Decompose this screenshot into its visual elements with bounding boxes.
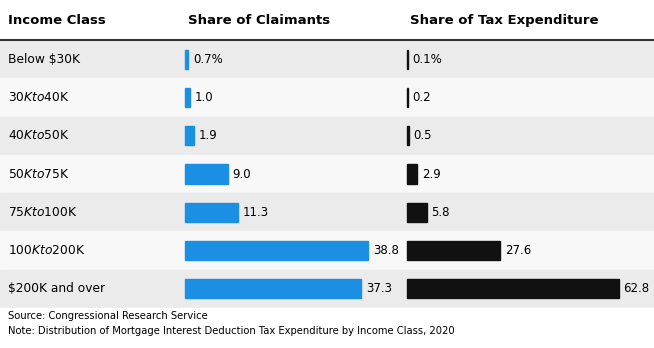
Text: 27.6: 27.6 (505, 244, 531, 257)
Text: Income Class: Income Class (8, 14, 105, 26)
Text: Below $30K: Below $30K (8, 53, 80, 66)
Text: 2.9: 2.9 (422, 167, 441, 181)
Bar (185, 49, 188, 69)
Bar (407, 88, 408, 107)
Bar (185, 279, 361, 299)
Text: 62.8: 62.8 (623, 282, 649, 295)
Bar (185, 241, 368, 260)
Bar (0, 78, 654, 117)
Bar (185, 165, 228, 184)
Text: 38.8: 38.8 (373, 244, 399, 257)
Bar (0, 193, 654, 231)
Text: 0.2: 0.2 (413, 91, 432, 104)
Bar (0, 117, 654, 155)
Text: 5.8: 5.8 (432, 206, 450, 219)
Text: 0.1%: 0.1% (413, 53, 442, 66)
Bar (185, 88, 190, 107)
Bar (0, 0, 654, 40)
Text: Share of Tax Expenditure: Share of Tax Expenditure (410, 14, 598, 26)
Text: Source: Congressional Research Service: Source: Congressional Research Service (8, 311, 207, 322)
Text: Share of Claimants: Share of Claimants (188, 14, 330, 26)
Bar (0, 155, 654, 193)
Text: 37.3: 37.3 (366, 282, 392, 295)
Bar (407, 126, 409, 145)
Bar (0, 270, 654, 308)
Bar (0, 308, 654, 348)
Text: $40K to $50K: $40K to $50K (8, 129, 70, 142)
Bar (407, 165, 417, 184)
Text: $50K to $75K: $50K to $75K (8, 167, 70, 181)
Bar (185, 126, 194, 145)
Text: $200K and over: $200K and over (8, 282, 105, 295)
Bar (407, 279, 619, 299)
Text: 0.7%: 0.7% (193, 53, 223, 66)
Text: Note: Distribution of Mortgage Interest Deduction Tax Expenditure by Income Clas: Note: Distribution of Mortgage Interest … (8, 326, 455, 336)
Text: $100K to $200K: $100K to $200K (8, 244, 85, 257)
Bar (407, 241, 500, 260)
Text: 11.3: 11.3 (243, 206, 269, 219)
Text: $30K to $40K: $30K to $40K (8, 91, 70, 104)
Bar (0, 231, 654, 270)
Text: 1.9: 1.9 (199, 129, 217, 142)
Text: 1.0: 1.0 (194, 91, 213, 104)
Text: 0.5: 0.5 (414, 129, 432, 142)
Text: 9.0: 9.0 (232, 167, 250, 181)
Bar (407, 203, 427, 222)
Bar (0, 40, 654, 78)
Text: $75K to $100K: $75K to $100K (8, 206, 77, 219)
Bar (185, 203, 239, 222)
